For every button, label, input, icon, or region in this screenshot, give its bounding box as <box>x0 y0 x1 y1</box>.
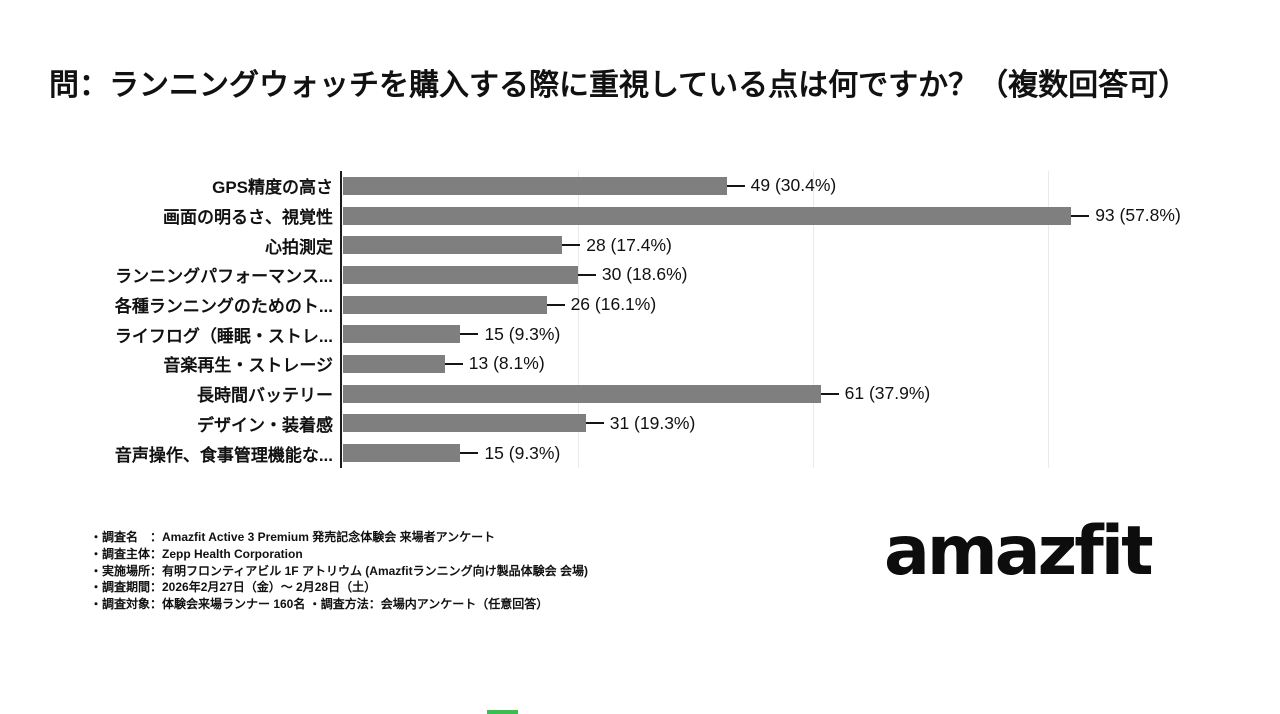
gridline <box>577 171 579 468</box>
bar-row: ランニングパフォーマンス... 30 (18.6%) <box>0 260 1280 290</box>
survey-note: ・調査期間：2026年2月27日（金）～ 2月28日（土） <box>90 580 377 595</box>
value-label: 49 (30.4%) <box>750 175 837 196</box>
category-label: デザイン・装着感 <box>197 415 333 435</box>
category-label: 心拍測定 <box>265 237 333 257</box>
bar-row: 長時間バッテリー 61 (37.9%) <box>0 379 1280 409</box>
y-axis-line <box>340 171 342 468</box>
amazfit-logo: amazfit <box>884 512 1154 591</box>
survey-note: ・調査対象：体験会来場ランナー 160名 ・調査方法：会場内アンケート（任意回答… <box>90 597 549 612</box>
bar <box>343 206 1072 225</box>
bar <box>343 236 563 255</box>
category-label: 長時間バッテリー <box>197 386 333 406</box>
bar-row: デザイン・装着感 31 (19.3%) <box>0 409 1280 439</box>
category-label: GPS精度の高さ <box>212 178 333 198</box>
bar <box>343 325 461 344</box>
bar-cell: 26 (16.1%) <box>343 294 1280 315</box>
whisker-line <box>1071 214 1090 217</box>
bar-cell: 28 (17.4%) <box>343 235 1280 256</box>
bar-rows: GPS精度の高さ 49 (30.4%) 画面の明るさ、視覚性 93 (57.8%) 心拍… <box>0 171 1280 468</box>
whisker-line <box>585 422 604 425</box>
value-label: 15 (9.3%) <box>484 442 561 463</box>
survey-notes: ・調査名 ：Amazfit Active 3 Premium 発売記念体験会 来… <box>90 529 588 613</box>
bar-row: 音声操作、食事管理機能な... 15 (9.3%) <box>0 438 1280 468</box>
value-label: 26 (16.1%) <box>570 294 657 315</box>
whisker-line <box>460 452 479 455</box>
value-label: 61 (37.9%) <box>844 383 931 404</box>
bar-row: GPS精度の高さ 49 (30.4%) <box>0 171 1280 201</box>
value-label: 93 (57.8%) <box>1095 205 1181 226</box>
chart-title: 問：ランニングウォッチを購入する際に重視している点は何ですか？（複数回答可） <box>49 69 1189 102</box>
value-label: 28 (17.4%) <box>586 234 672 255</box>
bar <box>343 444 461 463</box>
category-label: 画面の明るさ、視覚性 <box>163 208 333 228</box>
category-label: ライフログ（睡眠・ストレ... <box>114 326 333 346</box>
bar <box>343 384 821 403</box>
bar-row: 画面の明るさ、視覚性 93 (57.8%) <box>0 201 1280 231</box>
whisker-line <box>820 392 839 395</box>
bar-cell: 13 (8.1%) <box>343 353 1280 374</box>
whisker-line <box>726 184 745 187</box>
category-label: ランニングパフォーマンス... <box>115 267 333 287</box>
category-label: 音楽再生・ストレージ <box>163 356 333 376</box>
bar-cell: 31 (19.3%) <box>343 413 1280 434</box>
bar-row: 音楽再生・ストレージ 13 (8.1%) <box>0 349 1280 379</box>
bar-row: 心拍測定 28 (17.4%) <box>0 230 1280 260</box>
value-label: 30 (18.6%) <box>601 264 688 285</box>
progress-indicator <box>487 710 518 714</box>
bar <box>343 176 727 195</box>
category-label: 音声操作、食事管理機能な... <box>114 445 333 465</box>
bar-cell: 61 (37.9%) <box>343 383 1280 404</box>
bar <box>343 354 445 373</box>
bar-cell: 93 (57.8%) <box>343 205 1280 226</box>
whisker-line <box>444 362 463 365</box>
survey-note: ・調査名 ：Amazfit Active 3 Premium 発売記念体験会 来… <box>90 530 496 544</box>
bar <box>343 295 547 314</box>
gridline <box>812 171 814 468</box>
whisker-line <box>546 303 565 306</box>
gridline <box>1047 171 1049 468</box>
value-label: 13 (8.1%) <box>468 353 545 374</box>
gridlines <box>343 171 1126 468</box>
bar-cell: 15 (9.3%) <box>343 324 1280 345</box>
bar-cell: 15 (9.3%) <box>343 443 1280 464</box>
bar-chart: GPS精度の高さ 49 (30.4%) 画面の明るさ、視覚性 93 (57.8%) 心拍… <box>0 171 1280 468</box>
survey-note: ・実施場所：有明フロンティアビル 1F アトリウム (Amazfitランニング向… <box>90 563 588 578</box>
bar-row: 各種ランニングのためのト... 26 (16.1%) <box>0 290 1280 320</box>
value-label: 31 (19.3%) <box>609 412 696 433</box>
bar-row: ライフログ（睡眠・ストレ... 15 (9.3%) <box>0 319 1280 349</box>
survey-note: ・調査主体：Zepp Health Corporation <box>90 546 303 561</box>
whisker-line <box>577 273 596 276</box>
bar <box>343 414 586 433</box>
whisker-line <box>562 244 581 247</box>
whisker-line <box>460 333 479 336</box>
bar-cell: 49 (30.4%) <box>343 175 1280 196</box>
bar <box>343 265 578 284</box>
category-label: 各種ランニングのためのト... <box>114 297 333 317</box>
bar-cell: 30 (18.6%) <box>343 264 1280 285</box>
value-label: 15 (9.3%) <box>484 323 561 344</box>
